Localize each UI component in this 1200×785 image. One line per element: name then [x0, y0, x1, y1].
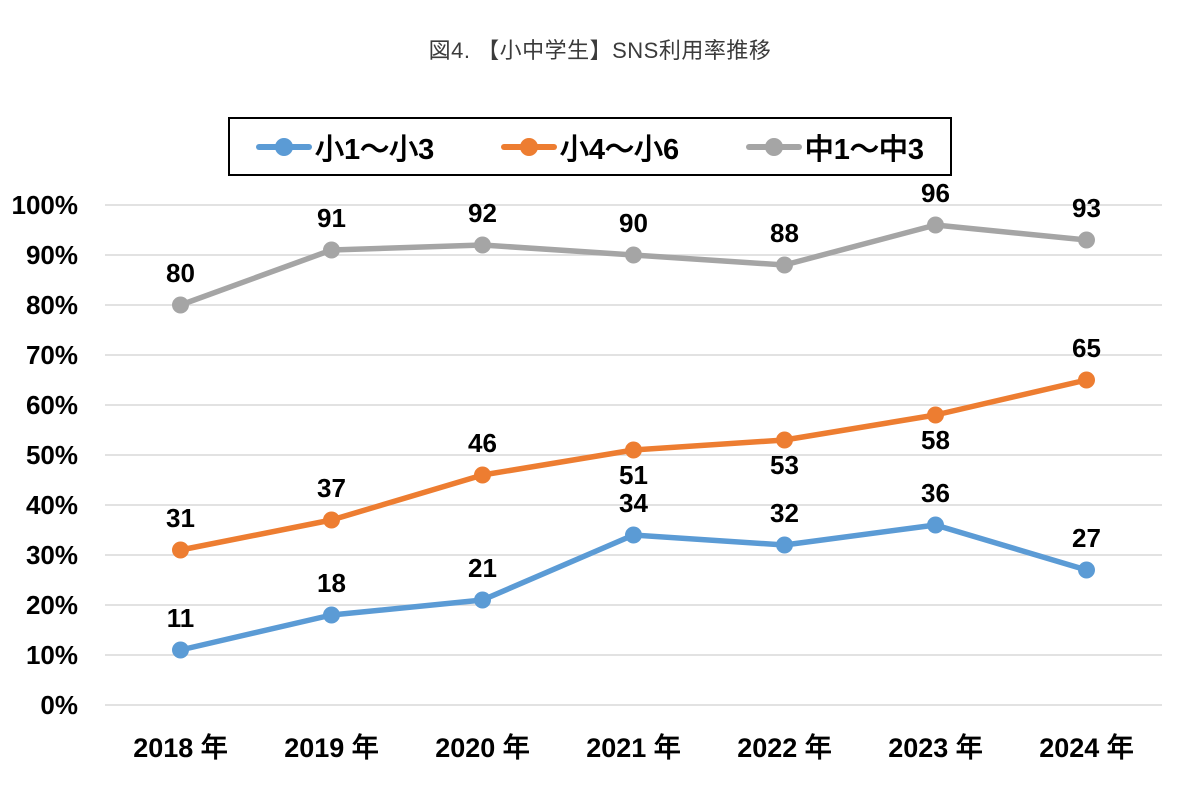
data-label: 21 [468, 553, 497, 583]
y-axis-tick-label: 0% [40, 690, 78, 720]
x-axis-tick-label: 2021 年 [586, 733, 681, 763]
x-axis-tick-label: 2023 年 [888, 733, 983, 763]
data-point-marker [625, 441, 642, 459]
x-axis-tick-label: 2020 年 [435, 733, 530, 763]
y-axis-tick-label: 10% [25, 640, 78, 670]
data-label: 53 [770, 450, 799, 480]
data-label: 51 [619, 460, 648, 490]
legend-item: 中1〜中3 [745, 126, 924, 168]
y-axis-tick-label: 60% [25, 390, 78, 420]
data-label: 34 [619, 488, 648, 518]
data-point-marker [1078, 561, 1095, 579]
y-axis-tick-label: 70% [25, 340, 78, 370]
y-axis-tick-label: 30% [25, 540, 78, 570]
data-point-marker [172, 296, 189, 314]
data-point-marker [172, 541, 189, 559]
data-point-marker [776, 256, 793, 274]
data-point-marker [927, 516, 944, 534]
x-axis-tick-label: 2018 年 [133, 733, 228, 763]
data-point-marker [323, 511, 340, 529]
data-point-marker [927, 216, 944, 234]
data-label: 18 [317, 568, 346, 598]
data-label: 58 [921, 425, 950, 455]
data-label: 92 [468, 198, 497, 228]
data-point-marker [625, 526, 642, 544]
data-point-marker [172, 641, 189, 659]
y-axis-tick-label: 20% [25, 590, 78, 620]
data-label: 11 [167, 603, 195, 633]
data-point-marker [323, 241, 340, 259]
y-axis-tick-label: 90% [25, 240, 78, 270]
data-point-marker [927, 406, 944, 424]
data-point-marker [1078, 371, 1095, 389]
data-label: 93 [1072, 193, 1101, 223]
line-circle-marker-icon [745, 137, 802, 157]
line-circle-marker-icon [500, 137, 557, 157]
data-label: 90 [619, 208, 648, 238]
legend: 小1〜小3 小4〜小6 中1〜中3 [228, 117, 952, 176]
data-label: 65 [1072, 333, 1101, 363]
legend-item: 小1〜小3 [256, 126, 434, 168]
x-axis-tick-label: 2024 年 [1039, 733, 1134, 763]
chart-title: 図4. 【小中学生】SNS利用率推移 [428, 38, 772, 63]
data-label: 31 [166, 503, 195, 533]
legend-item-label: 小1〜小3 [315, 133, 435, 166]
legend-item: 小4〜小6 [500, 126, 680, 168]
data-label: 96 [921, 178, 950, 208]
data-label: 46 [468, 428, 497, 458]
x-axis-tick-label: 2022 年 [737, 733, 832, 763]
line-circle-marker-icon [256, 137, 312, 157]
y-axis-tick-label: 80% [25, 290, 78, 320]
y-axis-tick-label: 100% [11, 190, 79, 220]
data-point-marker [323, 606, 340, 624]
data-label: 80 [166, 258, 195, 288]
data-point-marker [474, 236, 491, 254]
y-axis-tick-label: 50% [25, 440, 78, 470]
data-point-marker [474, 591, 491, 609]
legend-item-label: 小4〜小6 [559, 133, 680, 166]
data-point-marker [1078, 231, 1095, 249]
data-point-marker [776, 431, 793, 449]
data-label: 37 [317, 473, 346, 503]
data-label: 27 [1072, 523, 1101, 553]
y-axis-tick-label: 40% [25, 490, 78, 520]
data-point-marker [474, 466, 491, 484]
legend-item-label: 中1〜中3 [804, 133, 924, 166]
data-label: 88 [770, 218, 799, 248]
data-point-marker [776, 536, 793, 554]
data-point-marker [625, 246, 642, 264]
data-label: 36 [921, 478, 950, 508]
data-label: 32 [770, 498, 799, 528]
x-axis-tick-label: 2019 年 [284, 733, 379, 763]
data-label: 91 [317, 203, 346, 233]
